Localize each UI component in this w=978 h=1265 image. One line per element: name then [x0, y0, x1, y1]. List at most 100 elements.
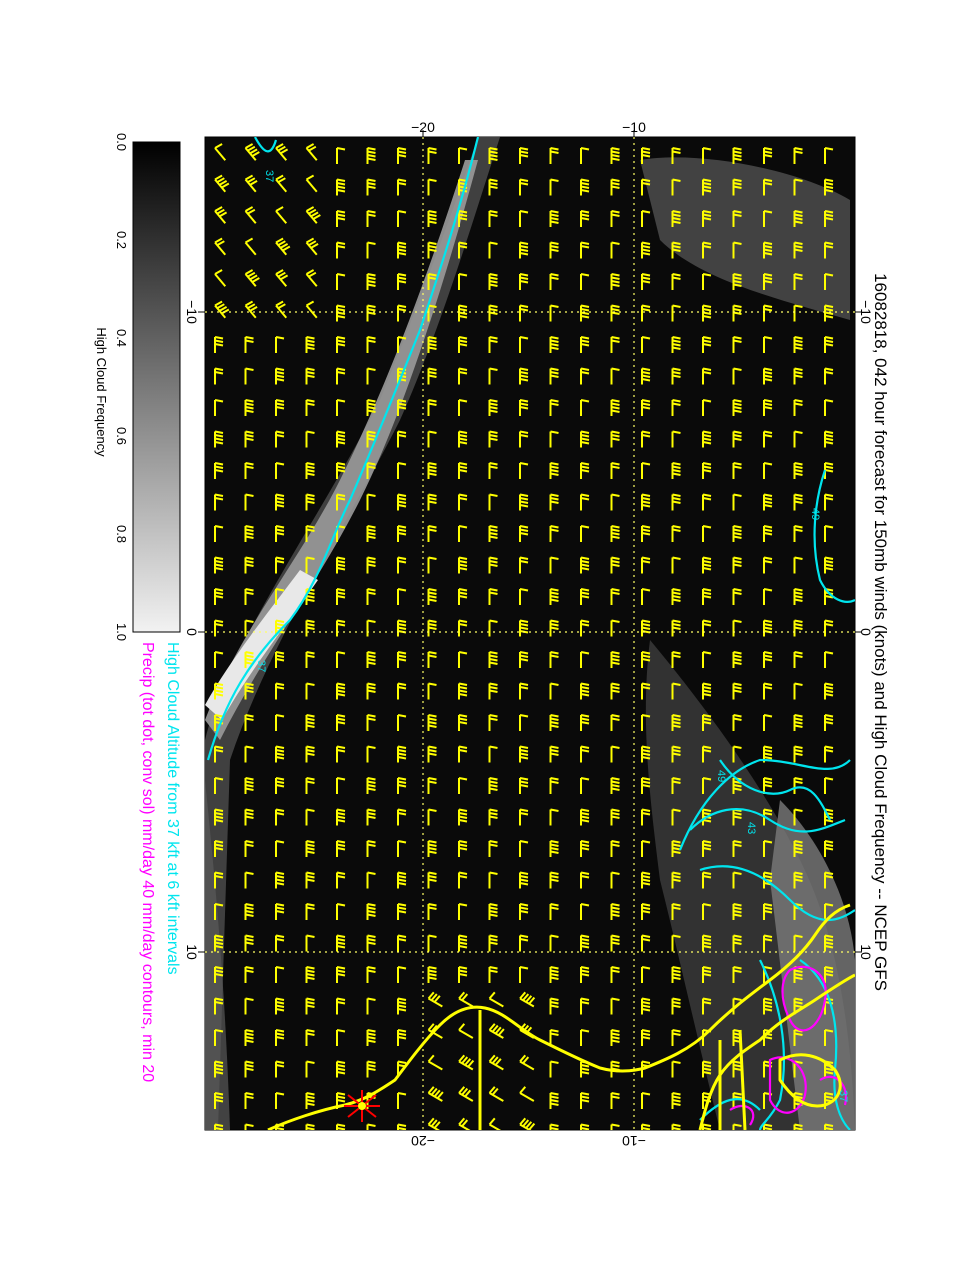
station-marker	[344, 1090, 380, 1122]
wind-barb	[732, 493, 742, 511]
wind-barb	[763, 997, 773, 1015]
wind-barb	[244, 399, 254, 416]
wind-barb	[580, 966, 590, 983]
wind-barb	[580, 682, 590, 700]
colorbar-gradient	[132, 141, 181, 633]
wind-barb	[305, 556, 315, 574]
wind-barb	[397, 273, 407, 290]
wind-barb	[580, 588, 590, 605]
wind-barb	[397, 241, 407, 259]
wind-barb	[580, 430, 590, 448]
wind-barb	[793, 682, 803, 700]
wind-barb	[610, 903, 620, 920]
wind-barb	[366, 273, 376, 290]
wind-barb	[427, 619, 437, 637]
wind-barb	[519, 808, 529, 826]
wind-barb	[641, 808, 651, 826]
wind-barb	[671, 808, 681, 826]
wind-barb	[244, 808, 254, 826]
wind-barb	[763, 430, 773, 448]
wind-barb	[458, 1023, 474, 1039]
wind-barb	[458, 619, 468, 637]
wind-barb	[824, 714, 834, 731]
wind-barb	[366, 430, 376, 448]
wind-barb	[641, 399, 651, 416]
wind-barb	[671, 1092, 681, 1109]
wind-barb	[732, 997, 742, 1015]
wind-barb	[519, 210, 529, 227]
wind-barb	[702, 777, 712, 794]
wind-barb	[275, 903, 285, 920]
wind-barb	[275, 745, 285, 763]
wind-barb	[427, 808, 437, 826]
wind-barb	[397, 210, 407, 227]
wind-barbs	[214, 143, 834, 1130]
wind-barb	[641, 934, 651, 952]
wind-barb	[275, 1029, 285, 1046]
wind-barb	[488, 493, 498, 511]
wind-barb	[793, 714, 803, 731]
wind-barb	[427, 903, 437, 920]
wind-barb	[305, 808, 315, 826]
wind-barb	[488, 273, 498, 290]
wind-barb	[244, 462, 254, 479]
wind-barb	[793, 745, 803, 763]
wind-barb	[366, 493, 376, 511]
wind-barb	[671, 588, 681, 605]
wind-barb	[732, 934, 742, 952]
wind-barb	[824, 399, 834, 416]
axis-ticks: −20 −10 −20 −10 −10 0 10 −10 0 10	[184, 119, 874, 1149]
wind-barb	[275, 682, 285, 700]
wind-barb	[702, 871, 712, 889]
wind-barb	[214, 336, 224, 353]
wind-barb	[763, 178, 773, 196]
wind-barb	[336, 367, 346, 385]
wind-barb	[214, 903, 224, 920]
wind-barb	[610, 651, 620, 668]
wind-barb	[214, 1123, 224, 1130]
wind-barb	[702, 903, 712, 920]
wind-barb	[702, 178, 712, 196]
wind-barb	[610, 304, 620, 322]
wind-barb	[702, 147, 712, 164]
wind-barb	[702, 210, 712, 227]
wind-barb	[336, 808, 346, 826]
wind-barb	[488, 1117, 504, 1130]
wind-barb	[366, 651, 376, 668]
contour-label: 49	[715, 770, 727, 782]
wind-barb	[305, 903, 315, 920]
wind-barb	[671, 777, 681, 794]
contour-southeast-3	[699, 1098, 761, 1121]
wind-barb	[671, 273, 681, 290]
frame-ticks	[198, 130, 862, 953]
wind-barb	[519, 651, 529, 668]
wind-barb	[610, 462, 620, 479]
wind-barb	[824, 777, 834, 794]
wind-barb	[305, 237, 319, 256]
wind-barb	[488, 430, 498, 448]
wind-barb	[275, 997, 285, 1015]
wind-barb	[793, 588, 803, 605]
wind-barb	[610, 777, 620, 794]
wind-barb	[610, 147, 620, 164]
wind-barb	[610, 210, 620, 227]
wind-barb	[488, 399, 498, 416]
wind-barb	[824, 147, 834, 164]
wind-barb	[305, 840, 315, 857]
wind-barb	[519, 745, 529, 763]
wind-barb	[488, 966, 498, 983]
right-tick-label: 0	[858, 628, 874, 636]
wind-barb	[763, 336, 773, 353]
contour-label: 49	[809, 508, 821, 520]
wind-barb	[580, 493, 590, 511]
wind-barb	[305, 934, 315, 952]
left-tick-label: 10	[184, 944, 200, 960]
wind-barb	[519, 178, 529, 196]
wind-barb	[549, 210, 559, 227]
wind-barb	[610, 745, 620, 763]
wind-barb	[244, 143, 260, 161]
wind-barb	[427, 210, 437, 227]
wind-barb	[427, 462, 437, 479]
contour-east-2	[689, 808, 846, 833]
wind-barb	[488, 241, 498, 259]
